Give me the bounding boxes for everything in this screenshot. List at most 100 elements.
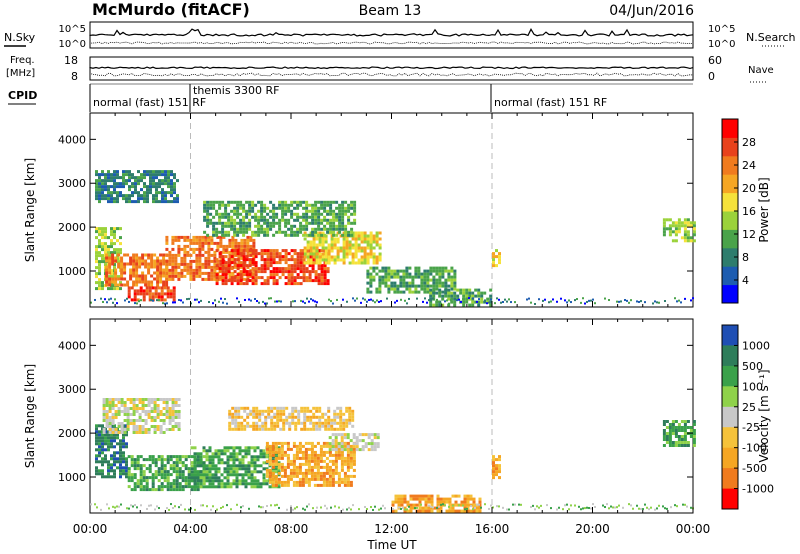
colorbar-tick-label: 4 — [742, 274, 749, 287]
x-tick-label: 00:00 — [676, 522, 711, 536]
echo-region — [190, 446, 281, 489]
echo-region — [492, 455, 501, 480]
x-tick-label: 08:00 — [274, 522, 309, 536]
colorbar-tick-label: -100 — [742, 442, 767, 455]
x-tick-label: 16:00 — [475, 522, 510, 536]
colorbar-tick-label: 8 — [742, 251, 749, 264]
colorbar-swatch — [722, 119, 738, 138]
y-tick-label: 3000 — [58, 177, 86, 190]
echo-region — [303, 231, 382, 265]
power-data — [90, 113, 696, 307]
colorbar-swatch — [722, 365, 738, 387]
echo-region — [102, 398, 181, 434]
colorbar-tick-label: 1000 — [742, 339, 770, 352]
power-colorbar: 4 8 12 16 20 24 28 — [721, 118, 756, 304]
echo-region — [95, 424, 128, 479]
colorbar-swatch — [722, 488, 738, 510]
colorbar-swatch — [722, 192, 738, 212]
colorbar-tick-label: -1000 — [742, 483, 774, 496]
colorbar-swatch — [722, 137, 738, 157]
frequency-trace — [89, 66, 694, 70]
freq-left-tick-top: 18 — [64, 54, 78, 67]
echo-region — [228, 406, 355, 431]
noise-left-label: N.Sky — [4, 31, 36, 44]
colorbar-swatch — [722, 229, 738, 249]
cpid-label: CPID — [8, 89, 37, 102]
noise-right-tick-bottom: 10^0 — [708, 39, 735, 50]
power-colorbar-label: Power [dB] — [757, 177, 771, 242]
cpid-segment-2: themis 3300 RF — [193, 84, 280, 97]
colorbar-tick-label: -500 — [742, 462, 767, 475]
colorbar-swatch — [722, 386, 738, 408]
power-y-ticks: 1000 2000 3000 4000 — [58, 113, 694, 307]
colorbar-swatch — [722, 406, 738, 428]
echo-region — [265, 441, 356, 487]
y-tick-label: 1000 — [58, 265, 86, 278]
station-title: McMurdo (fitACF) — [92, 0, 250, 19]
noise-left-tick-bottom: 10^0 — [59, 39, 86, 50]
ground-scatter — [90, 297, 694, 305]
colorbar-swatch — [722, 284, 738, 304]
x-tick-label: 20:00 — [575, 522, 610, 536]
echo-region — [95, 170, 179, 204]
freq-left-label: Freq. — [10, 55, 35, 66]
ground-scatter — [90, 503, 694, 511]
search-noise-trace — [89, 41, 694, 45]
freq-left-unit: [MHz] — [6, 68, 35, 79]
freq-panel-frame — [89, 56, 694, 81]
x-tick-label: 00:00 — [73, 522, 108, 536]
colorbar-swatch — [722, 247, 738, 267]
colorbar-tick-label: 500 — [742, 360, 763, 373]
colorbar-swatch — [722, 468, 738, 489]
time-x-ticks: 00:00 04:00 08:00 12:00 16:00 20:00 00:00 — [73, 522, 711, 536]
power-y-label: Slant Range [km] — [23, 158, 37, 262]
velocity-colorbar-label: Velocity [m s⁻¹] — [757, 369, 771, 462]
velocity-colorbar: 1000 500 100 25 -25 -100 -500 -1000 — [721, 324, 774, 510]
freq-right-tick-bottom: 0 — [708, 70, 715, 83]
freq-traces — [89, 66, 694, 77]
echo-region — [662, 218, 696, 243]
y-tick-label: 4000 — [58, 133, 86, 146]
noise-right-tick-top: 10^5 — [708, 24, 735, 35]
echo-region — [328, 433, 380, 452]
x-tick-label: 04:00 — [173, 522, 208, 536]
y-tick-label: 2000 — [58, 427, 86, 440]
colorbar-tick-label: 20 — [742, 182, 756, 195]
colorbar-swatch — [722, 325, 738, 346]
y-tick-label: 2000 — [58, 221, 86, 234]
time-x-label: Time UT — [366, 538, 417, 552]
colorbar-tick-label: 28 — [742, 136, 756, 149]
y-tick-label: 1000 — [58, 471, 86, 484]
colorbar-tick-label: 100 — [742, 380, 763, 393]
colorbar-swatch — [722, 427, 738, 449]
colorbar-swatch — [722, 174, 738, 194]
colorbar-swatch — [722, 155, 738, 175]
colorbar-tick-label: 25 — [742, 401, 756, 414]
cpid-segment-1: normal (fast) 151 RF — [93, 96, 206, 109]
date-title: 04/Jun/2016 — [609, 3, 694, 19]
velocity-y-ticks: 1000 2000 3000 4000 — [58, 319, 694, 513]
freq-right-label: Nave — [748, 65, 774, 76]
noise-right-label: N.Search — [746, 31, 796, 44]
echo-region — [127, 455, 206, 492]
colorbar-tick-label: 24 — [742, 159, 756, 172]
colorbar-swatch — [722, 447, 738, 469]
colorbar-tick-label: 12 — [742, 228, 756, 241]
velocity-y-label: Slant Range [km] — [23, 364, 37, 468]
velocity-panel: 1000 2000 3000 4000 00:00 04:00 08:00 12:00 16:… — [23, 318, 774, 552]
noise-traces — [89, 28, 694, 45]
x-tick-label: 12:00 — [374, 522, 409, 536]
colorbar-swatch — [722, 345, 738, 367]
echo-region — [105, 253, 169, 287]
echo-region — [492, 249, 501, 268]
beam-title: Beam 13 — [359, 3, 422, 19]
sky-noise-trace — [89, 28, 694, 37]
cpid-segment-3: normal (fast) 151 RF — [494, 96, 607, 109]
colorbar-swatch — [722, 266, 738, 286]
noise-left-tick-top: 10^5 — [59, 24, 86, 35]
cpid-panel: CPID normal (fast) 151 RF themis 3300 RF… — [8, 83, 693, 112]
freq-left-tick-bottom: 8 — [71, 70, 78, 83]
colorbar-tick-label: -25 — [742, 421, 760, 434]
freq-right-tick-top: 60 — [708, 54, 722, 67]
